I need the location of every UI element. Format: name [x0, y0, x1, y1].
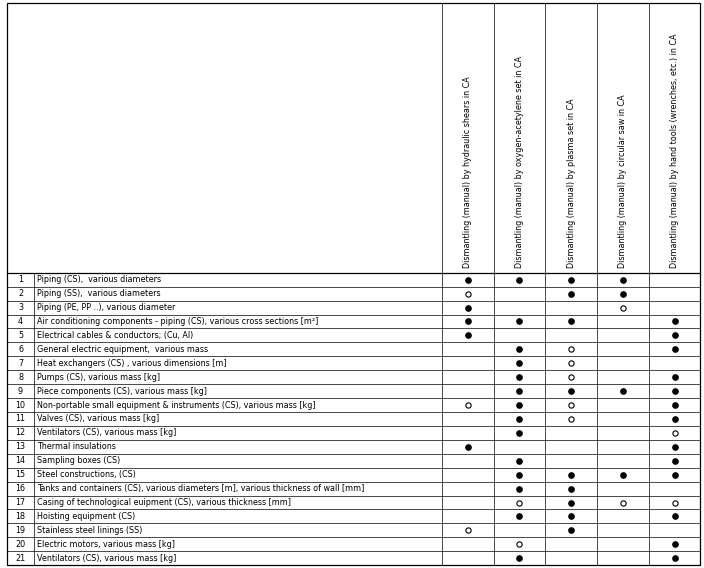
Text: 16: 16: [15, 484, 25, 493]
Text: 21: 21: [15, 554, 25, 563]
Text: Sampling boxes (CS): Sampling boxes (CS): [37, 456, 120, 465]
Text: Dismantling (manual) by oxygen-acetylene set in CA: Dismantling (manual) by oxygen-acetylene…: [515, 56, 524, 268]
Text: 5: 5: [18, 331, 23, 340]
Text: Casing of technological euipment (CS), various thickness [mm]: Casing of technological euipment (CS), v…: [37, 498, 291, 507]
Text: 13: 13: [15, 442, 25, 452]
Text: Electrical cables & conductors; (Cu, Al): Electrical cables & conductors; (Cu, Al): [37, 331, 193, 340]
Text: 11: 11: [15, 415, 25, 424]
Text: 15: 15: [15, 470, 25, 479]
Text: Tanks and containers (CS), various diameters [m], various thickness of wall [mm]: Tanks and containers (CS), various diame…: [37, 484, 364, 493]
Text: 20: 20: [15, 540, 25, 549]
Text: General electric equipment,  various mass: General electric equipment, various mass: [37, 345, 208, 354]
Text: 2: 2: [18, 289, 23, 298]
Text: Piping (CS),  various diameters: Piping (CS), various diameters: [37, 275, 161, 284]
Text: 1: 1: [18, 275, 23, 284]
Text: Piece components (CS), various mass [kg]: Piece components (CS), various mass [kg]: [37, 387, 207, 395]
Text: Ventilators (CS), various mass [kg]: Ventilators (CS), various mass [kg]: [37, 554, 176, 563]
Text: 7: 7: [18, 359, 23, 367]
Text: 18: 18: [15, 512, 25, 521]
Text: Pumps (CS), various mass [kg]: Pumps (CS), various mass [kg]: [37, 373, 160, 382]
Text: Non-portable small equipment & instruments (CS), various mass [kg]: Non-portable small equipment & instrumen…: [37, 400, 315, 410]
Text: 3: 3: [18, 303, 23, 312]
Text: Steel constructions, (CS): Steel constructions, (CS): [37, 470, 136, 479]
Text: Piping (SS),  various diameters: Piping (SS), various diameters: [37, 289, 161, 298]
Text: 19: 19: [15, 526, 25, 535]
Text: Dismantling (manual) by hydraulic shears in CA: Dismantling (manual) by hydraulic shears…: [463, 77, 472, 268]
Text: 14: 14: [15, 456, 25, 465]
Text: 12: 12: [15, 428, 25, 437]
Text: Air conditioning components - piping (CS), various cross sections [m²]: Air conditioning components - piping (CS…: [37, 317, 318, 326]
Text: 10: 10: [15, 400, 25, 410]
Text: Dismantling (manual) by plasma set in CA: Dismantling (manual) by plasma set in CA: [567, 99, 576, 268]
Text: 6: 6: [18, 345, 23, 354]
Text: Dismantling (manual) by circular saw in CA: Dismantling (manual) by circular saw in …: [618, 95, 627, 268]
Text: Thermal insulations: Thermal insulations: [37, 442, 115, 452]
Text: 4: 4: [18, 317, 23, 326]
Text: Hoisting equipment (CS): Hoisting equipment (CS): [37, 512, 135, 521]
Text: Heat exchangers (CS) , various dimensions [m]: Heat exchangers (CS) , various dimension…: [37, 359, 227, 367]
Text: 17: 17: [15, 498, 25, 507]
Text: 8: 8: [18, 373, 23, 382]
Text: Electric motors, various mass [kg]: Electric motors, various mass [kg]: [37, 540, 175, 549]
Text: Stainless steel linings (SS): Stainless steel linings (SS): [37, 526, 142, 535]
Text: Dismantling (manual) by hand tools (wrenches, etc.) in CA: Dismantling (manual) by hand tools (wren…: [670, 34, 679, 268]
Text: Piping (PE, PP ..), various diameter: Piping (PE, PP ..), various diameter: [37, 303, 175, 312]
Text: Valves (CS), various mass [kg]: Valves (CS), various mass [kg]: [37, 415, 159, 424]
Text: Ventilators (CS), various mass [kg]: Ventilators (CS), various mass [kg]: [37, 428, 176, 437]
Text: 9: 9: [18, 387, 23, 395]
